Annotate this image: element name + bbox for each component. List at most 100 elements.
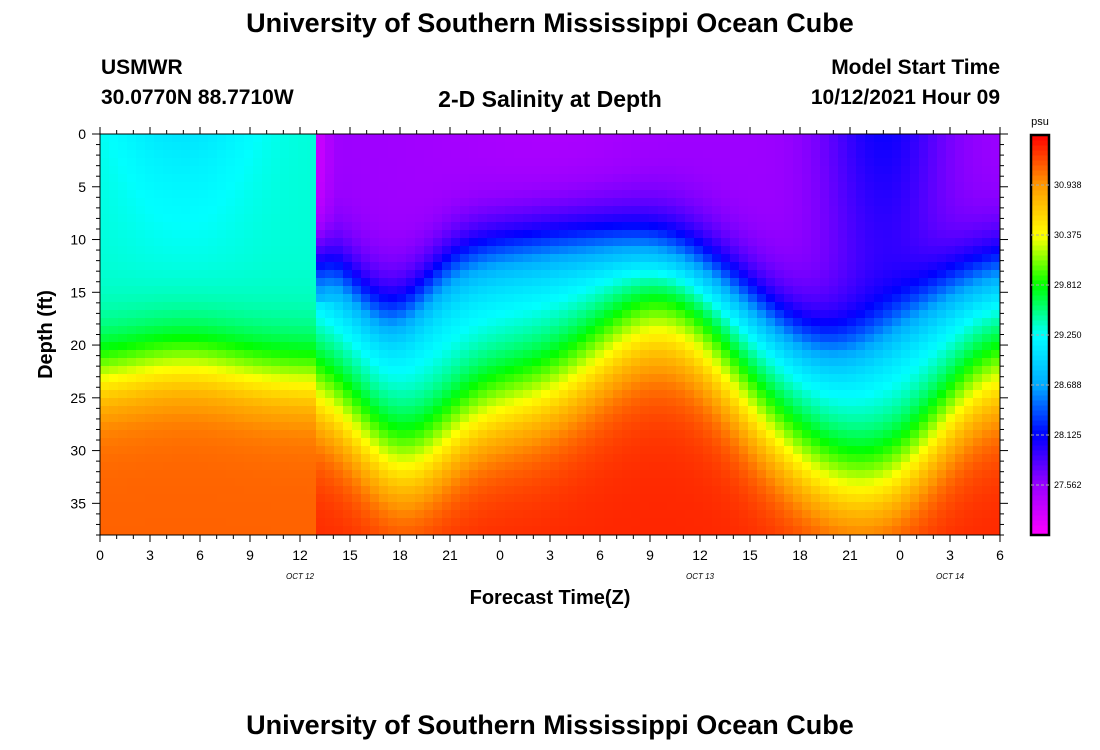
heatmap-cell [685, 390, 695, 399]
heatmap-cell [397, 238, 407, 247]
heatmap-cell [307, 254, 317, 263]
heatmap-cell [379, 182, 389, 191]
heatmap-cell [892, 142, 902, 151]
heatmap-cell [955, 286, 965, 295]
heatmap-cell [685, 206, 695, 215]
heatmap-cell [928, 390, 938, 399]
heatmap-cell [370, 502, 380, 511]
heatmap-cell [415, 510, 425, 519]
heatmap-cell [487, 414, 497, 423]
heatmap-cell [892, 182, 902, 191]
heatmap-cell [334, 166, 344, 175]
heatmap-cell [361, 494, 371, 503]
heatmap-cell [343, 198, 353, 207]
heatmap-cell [235, 334, 245, 343]
heatmap-cell [964, 510, 974, 519]
heatmap-cell [343, 190, 353, 199]
heatmap-cell [253, 318, 263, 327]
heatmap-cell [442, 350, 452, 359]
heatmap-cell [460, 238, 470, 247]
heatmap-cell [829, 454, 839, 463]
heatmap-cell [514, 294, 524, 303]
heatmap-cell [577, 462, 587, 471]
heatmap-cell [532, 382, 542, 391]
heatmap-cell [955, 166, 965, 175]
heatmap-cell [271, 470, 281, 479]
heatmap-cell [244, 222, 254, 231]
heatmap-cell [370, 270, 380, 279]
heatmap-cell [910, 150, 920, 159]
heatmap-cell [487, 526, 497, 535]
heatmap-cell [496, 494, 506, 503]
heatmap-cell [244, 446, 254, 455]
heatmap-cell [406, 150, 416, 159]
heatmap-cell [136, 486, 146, 495]
heatmap-cell [865, 174, 875, 183]
heatmap-cell [379, 358, 389, 367]
heatmap-cell [325, 222, 335, 231]
heatmap-cell [748, 238, 758, 247]
heatmap-cell [640, 190, 650, 199]
heatmap-cell [550, 150, 560, 159]
heatmap-cell [766, 350, 776, 359]
heatmap-cell [145, 382, 155, 391]
heatmap-cell [577, 270, 587, 279]
heatmap-cell [685, 222, 695, 231]
heatmap-cell [514, 502, 524, 511]
heatmap-cell [703, 294, 713, 303]
heatmap-cell [883, 150, 893, 159]
heatmap-cell [946, 398, 956, 407]
heatmap-cell [172, 246, 182, 255]
heatmap-cell [901, 494, 911, 503]
heatmap-cell [604, 430, 614, 439]
heatmap-cell [892, 158, 902, 167]
heatmap-cell [433, 390, 443, 399]
heatmap-cell [892, 310, 902, 319]
heatmap-cell [991, 390, 1001, 399]
heatmap-cell [343, 382, 353, 391]
heatmap-cell [208, 358, 218, 367]
heatmap-cell [325, 278, 335, 287]
heatmap-cell [802, 406, 812, 415]
heatmap-cell [199, 334, 209, 343]
heatmap-cell [145, 326, 155, 335]
heatmap-cell [640, 446, 650, 455]
heatmap-cell [613, 422, 623, 431]
heatmap-cell [271, 222, 281, 231]
heatmap-cell [118, 206, 128, 215]
heatmap-cell [316, 262, 326, 271]
heatmap-cell [973, 502, 983, 511]
heatmap-cell [793, 198, 803, 207]
heatmap-cell [127, 150, 137, 159]
heatmap-cell [622, 270, 632, 279]
heatmap-cell [550, 326, 560, 335]
heatmap-cell [829, 510, 839, 519]
heatmap-cell [325, 334, 335, 343]
heatmap-cell [388, 422, 398, 431]
heatmap-cell [649, 382, 659, 391]
heatmap-cell [739, 310, 749, 319]
heatmap-cell [811, 198, 821, 207]
heatmap-cell [658, 214, 668, 223]
heatmap-cell [334, 478, 344, 487]
heatmap-cell [604, 478, 614, 487]
heatmap-cell [424, 446, 434, 455]
heatmap-cell [424, 302, 434, 311]
heatmap-cell [172, 238, 182, 247]
heatmap-cell [244, 150, 254, 159]
heatmap-cell [739, 262, 749, 271]
heatmap-cell [208, 302, 218, 311]
heatmap-cell [244, 382, 254, 391]
heatmap-cell [442, 462, 452, 471]
heatmap-cell [253, 214, 263, 223]
heatmap-cell [496, 302, 506, 311]
heatmap-cell [127, 510, 137, 519]
heatmap-cell [640, 438, 650, 447]
heatmap-cell [127, 222, 137, 231]
heatmap-cell [550, 406, 560, 415]
heatmap-cell [676, 158, 686, 167]
heatmap-cell [604, 206, 614, 215]
heatmap-cell [478, 374, 488, 383]
heatmap-cell [478, 238, 488, 247]
heatmap-cell [730, 254, 740, 263]
